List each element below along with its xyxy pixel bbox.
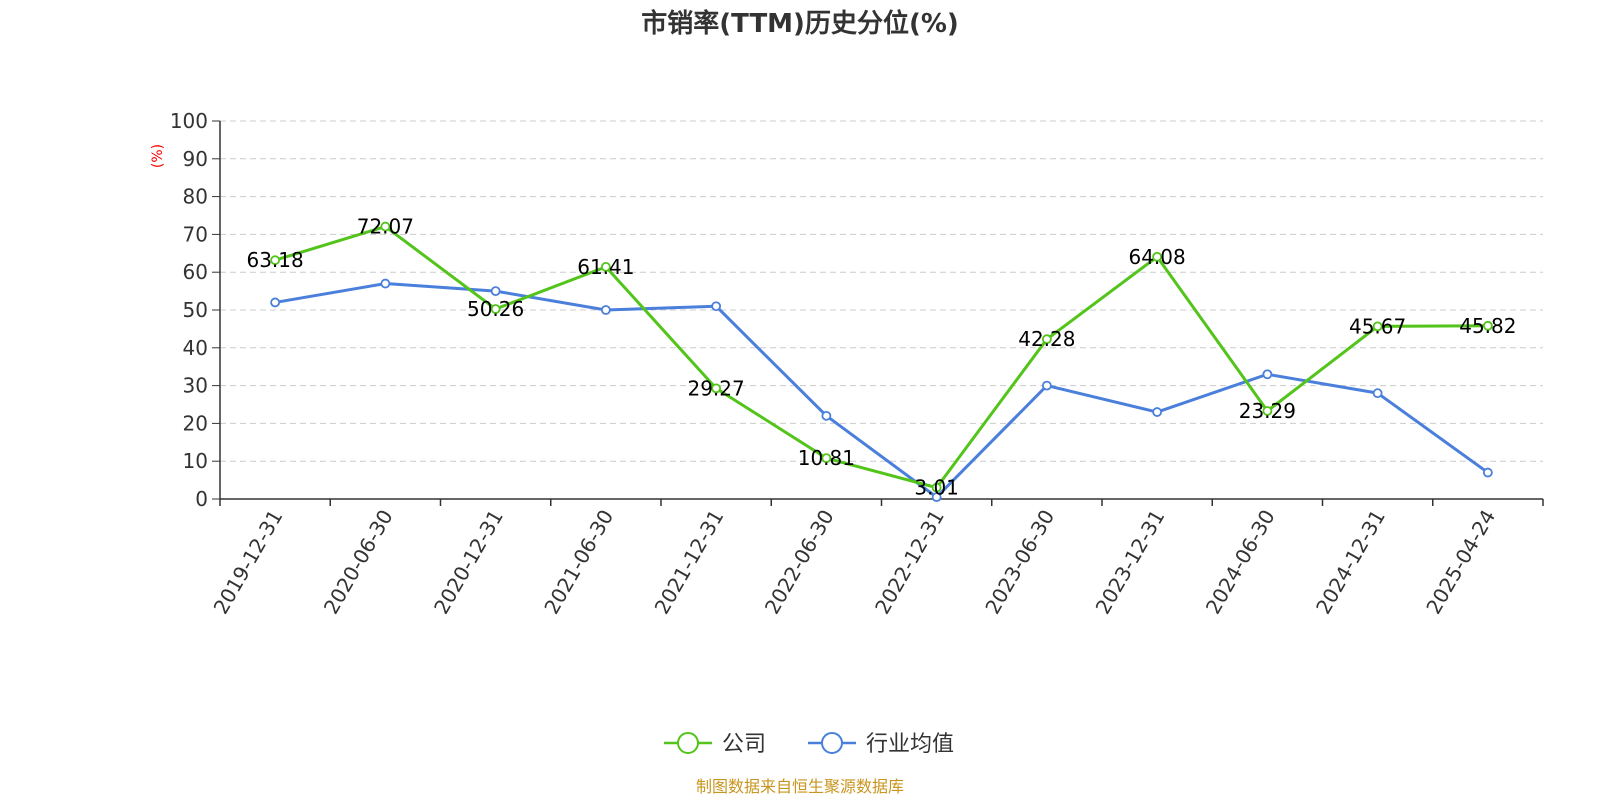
data-label: 29.27 bbox=[687, 376, 744, 400]
data-point[interactable] bbox=[821, 453, 832, 464]
data-point[interactable] bbox=[1262, 369, 1273, 380]
data-label: 61.41 bbox=[577, 255, 634, 279]
y-tick-label: 20 bbox=[183, 411, 208, 435]
data-point[interactable] bbox=[600, 261, 611, 272]
data-point[interactable] bbox=[270, 297, 281, 308]
y-tick-label: 10 bbox=[183, 449, 208, 473]
series-line-1 bbox=[274, 282, 1489, 499]
x-tick-label: 2020-12-31 bbox=[429, 506, 508, 619]
y-tick-label: 90 bbox=[183, 147, 208, 171]
y-tick-label: 70 bbox=[183, 222, 208, 246]
axes: 0 10 20 30 40 50 60 70 80 90 100 2019-12-31 2020-06-… bbox=[170, 109, 1544, 619]
x-tick-label: 2022-06-30 bbox=[760, 506, 839, 619]
data-label: 64.08 bbox=[1128, 245, 1185, 269]
data-label: 45.67 bbox=[1349, 314, 1406, 338]
x-tick-label: 2021-12-31 bbox=[650, 506, 729, 619]
legend-item-0[interactable]: 公司 bbox=[664, 732, 766, 757]
y-tick-label: 80 bbox=[183, 185, 208, 209]
series-line-0 bbox=[274, 225, 1488, 490]
data-label: 3.01 bbox=[914, 476, 959, 500]
data-point[interactable] bbox=[931, 492, 942, 503]
data-point[interactable] bbox=[380, 278, 391, 289]
x-tick-label: 2025-04-24 bbox=[1421, 506, 1500, 619]
chart-title: 市销率(TTM)历史分位(%) bbox=[641, 8, 959, 39]
data-point[interactable] bbox=[821, 410, 832, 421]
data-point[interactable] bbox=[1152, 407, 1163, 417]
data-point[interactable] bbox=[931, 482, 942, 493]
data-point[interactable] bbox=[490, 286, 501, 297]
data-label: 23.29 bbox=[1239, 399, 1296, 423]
series-layer bbox=[270, 221, 1493, 503]
data-point[interactable] bbox=[1482, 320, 1493, 331]
legend-label: 行业均值 bbox=[866, 732, 954, 757]
data-label: 72.07 bbox=[357, 215, 414, 239]
x-tick-label: 2024-12-31 bbox=[1311, 506, 1390, 619]
data-point[interactable] bbox=[490, 304, 501, 314]
data-point[interactable] bbox=[1372, 388, 1383, 399]
x-tick-label: 2024-06-30 bbox=[1201, 506, 1280, 619]
y-tick-label: 30 bbox=[183, 374, 208, 398]
legend-marker bbox=[677, 732, 699, 754]
x-tick-label: 2019-12-31 bbox=[209, 506, 288, 619]
y-tick-label: 60 bbox=[183, 260, 208, 284]
x-tick-label: 2023-12-31 bbox=[1091, 506, 1170, 619]
gridlines bbox=[220, 120, 1543, 462]
data-label: 63.18 bbox=[246, 248, 303, 272]
data-point[interactable] bbox=[1262, 406, 1273, 416]
legend-item-1[interactable]: 行业均值 bbox=[808, 732, 954, 757]
data-point[interactable] bbox=[1041, 334, 1052, 345]
legend[interactable]: 公司 行业均值 bbox=[664, 732, 954, 757]
y-tick-label: 0 bbox=[195, 487, 208, 511]
data-label: 10.81 bbox=[798, 446, 855, 470]
x-tick-label: 2023-06-30 bbox=[980, 506, 1059, 619]
y-tick-label: 40 bbox=[183, 336, 208, 360]
data-point[interactable] bbox=[600, 305, 611, 315]
x-tick-label: 2022-12-31 bbox=[870, 506, 949, 619]
data-point[interactable] bbox=[711, 301, 722, 312]
data-point[interactable] bbox=[1041, 380, 1052, 391]
source-note: 制图数据来自恒生聚源数据库 bbox=[696, 777, 904, 796]
legend-label: 公司 bbox=[722, 732, 766, 757]
y-tick-label: 50 bbox=[183, 298, 208, 322]
data-labels: 63.18 72.07 50.26 61.41 29.27 10.81 3.01 42.28 6… bbox=[246, 215, 1516, 500]
data-point[interactable] bbox=[1152, 251, 1163, 262]
data-point[interactable] bbox=[1482, 467, 1493, 478]
data-point[interactable] bbox=[711, 383, 722, 394]
data-label: 45.82 bbox=[1459, 314, 1516, 338]
data-point[interactable] bbox=[270, 255, 281, 266]
x-tick-label: 2021-06-30 bbox=[539, 506, 618, 619]
data-label: 42.28 bbox=[1018, 327, 1075, 351]
y-tick-label: 100 bbox=[170, 109, 208, 133]
legend-marker bbox=[821, 732, 843, 754]
y-axis-label: (%) bbox=[150, 144, 166, 168]
data-label: 50.26 bbox=[467, 297, 524, 321]
x-tick-label: 2020-06-30 bbox=[319, 506, 398, 619]
data-point[interactable] bbox=[1372, 321, 1383, 332]
data-point[interactable] bbox=[380, 221, 391, 232]
